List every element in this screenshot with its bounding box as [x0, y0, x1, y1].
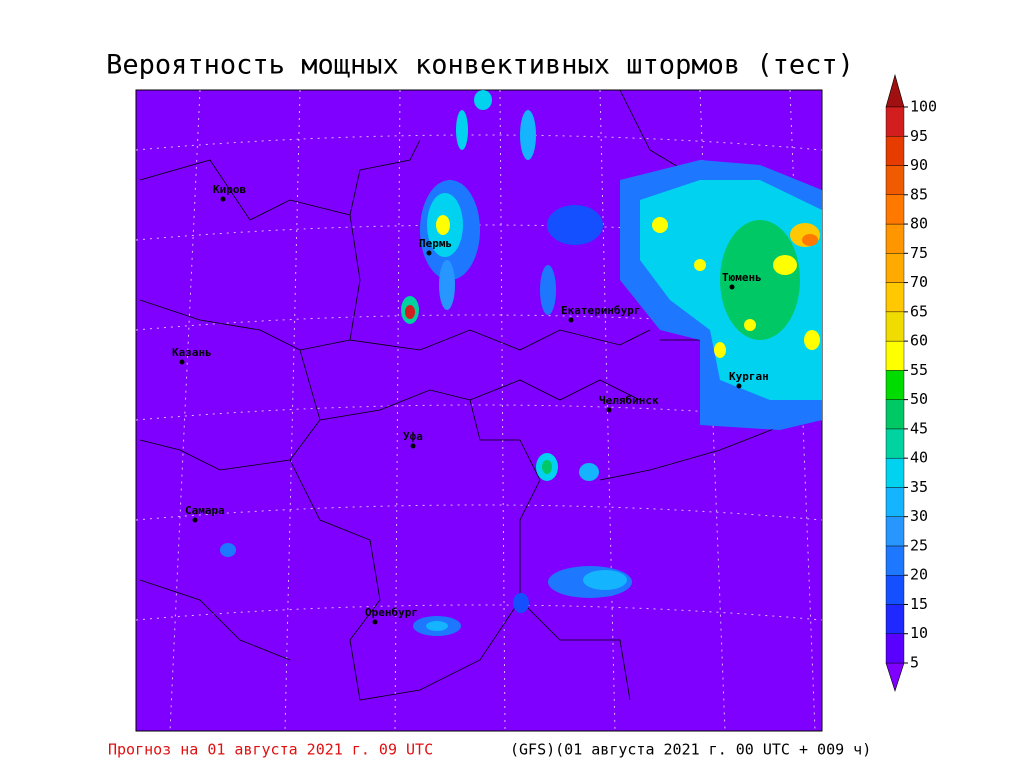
colorbar: 5 10 15 20 25 30 35 40 45 50 55 60 65 70 75 80 85 90 95 100: [885, 73, 937, 692]
colorbar-label: 50: [910, 390, 928, 408]
colorbar-band: [885, 516, 905, 547]
city-dot: [606, 407, 612, 413]
colorbar-label: 25: [910, 536, 928, 554]
cities: Киров Пермь Казань Екатеринбург Тюмень Уфа Чел…: [172, 183, 769, 625]
city-label: Самара: [185, 504, 225, 517]
colorbar-label: 5: [910, 654, 919, 672]
city-label: Оренбург: [365, 606, 418, 619]
colorbar-band: [885, 106, 905, 137]
colorbar-over: [885, 73, 905, 108]
city-dot: [372, 619, 378, 625]
colorbar-band: [885, 487, 905, 517]
city-dot: [729, 284, 735, 290]
colorbar-label: 45: [910, 419, 928, 437]
city-label: Курган: [729, 370, 769, 383]
colorbar-band: [885, 633, 905, 664]
city-label: Тюмень: [722, 271, 762, 284]
map: Киров Пермь Казань Екатеринбург Тюмень Уфа Чел…: [135, 89, 823, 732]
colorbar-label: 10: [910, 624, 928, 642]
colorbar-label: 85: [910, 185, 928, 203]
colorbar-under: [885, 662, 905, 692]
city-dot: [736, 383, 742, 389]
colorbar-band: [885, 545, 905, 576]
city-dot: [192, 517, 198, 523]
colorbar-band: [885, 282, 905, 313]
colorbar-band: [885, 253, 905, 283]
city-label: Киров: [213, 183, 246, 196]
colorbar-label: 15: [910, 595, 928, 613]
model-run: (GFS)(01 августа 2021 г. 00 UTC + 009 ч): [510, 741, 871, 759]
probability-fields: [220, 90, 822, 636]
city-label: Казань: [172, 346, 212, 359]
colorbar-band: [885, 223, 905, 254]
colorbar-band: [885, 575, 905, 605]
colorbar-band: [885, 457, 905, 488]
colorbar-band: [885, 399, 905, 430]
colorbar-band: [885, 165, 905, 195]
colorbar-label: 75: [910, 244, 928, 262]
city-label: Уфа: [403, 430, 423, 443]
city-label: Пермь: [419, 237, 452, 250]
city-dot: [179, 359, 185, 365]
colorbar-label: 100: [910, 98, 937, 116]
colorbar-band: [885, 194, 905, 225]
colorbar-label: 80: [910, 215, 928, 233]
colorbar-label: 65: [910, 302, 928, 320]
colorbar-label: 90: [910, 156, 928, 174]
colorbar-label: 55: [910, 361, 928, 379]
colorbar-band: [885, 311, 905, 342]
city-label: Екатеринбург: [561, 304, 640, 317]
colorbar-label: 30: [910, 507, 928, 525]
city-label: Челябинск: [599, 394, 659, 407]
colorbar-band: [885, 604, 905, 634]
colorbar-label: 60: [910, 332, 928, 350]
title: Вероятность мощных конвективных штормов …: [106, 50, 854, 81]
city-dot: [410, 443, 416, 449]
city-dot: [426, 250, 432, 256]
colorbar-label: 35: [910, 478, 928, 496]
city-dot: [568, 317, 574, 323]
colorbar-band: [885, 136, 905, 166]
colorbar-band: [885, 340, 905, 371]
colorbar-label: 95: [910, 127, 928, 145]
colorbar-band: [885, 370, 905, 400]
colorbar-label: 20: [910, 566, 928, 584]
forecast-time: Прогноз на 01 августа 2021 г. 09 UTC: [108, 741, 433, 759]
colorbar-label: 70: [910, 273, 928, 291]
colorbar-band: [885, 428, 905, 459]
city-dot: [220, 196, 226, 202]
colorbar-label: 40: [910, 449, 928, 467]
